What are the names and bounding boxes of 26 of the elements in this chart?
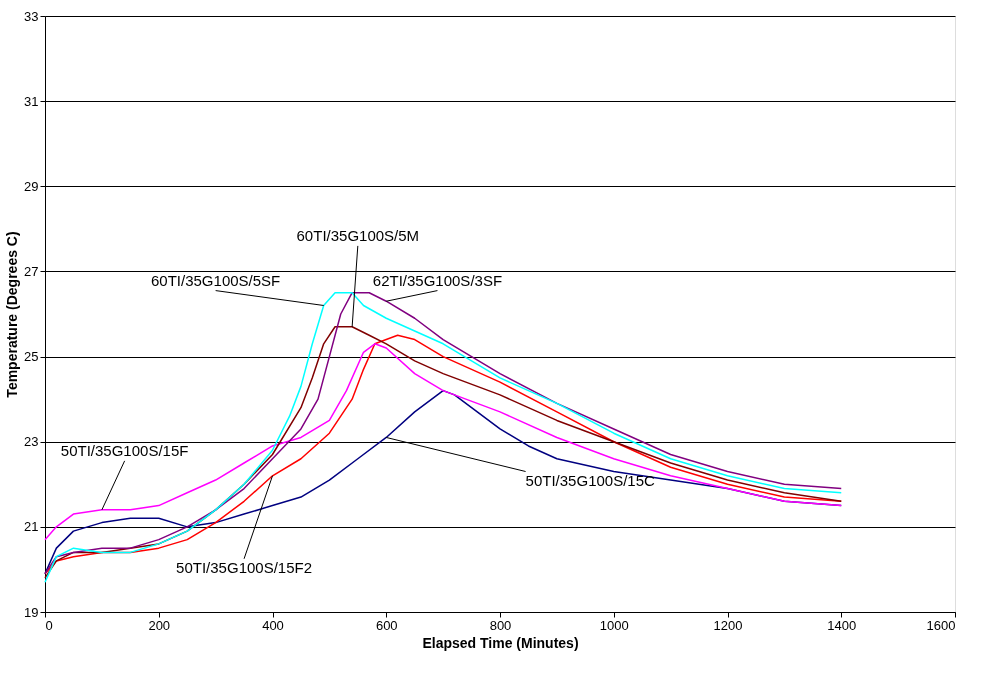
text: 50TI/35G100S/15F	[60, 441, 189, 459]
y-tick-label: 29	[24, 178, 39, 194]
x-tick-label: 400	[262, 617, 284, 633]
x-tick-label: 1000	[599, 617, 629, 633]
x-axis-title: Elapsed Time (Minutes)	[422, 634, 579, 651]
text: 60TI/35G100S/5SF	[151, 271, 281, 289]
x-tick-label: 1600	[926, 617, 956, 633]
y-tick-label: 33	[24, 8, 39, 24]
line-series	[44, 343, 842, 541]
x-tick-label: 1400	[827, 617, 857, 633]
x-tick-label: 1200	[713, 617, 743, 633]
text: 60TI/35G100S/5M	[296, 226, 420, 244]
y-tick-label: 27	[24, 263, 39, 279]
series-label: 50TI/35G100S/15F2	[176, 558, 313, 576]
y-tick-label: 25	[24, 349, 39, 365]
x-tick-label: 800	[489, 617, 512, 633]
y-tick-label: 21	[24, 519, 39, 535]
series-label: 62TI/35G100S/3SF	[372, 271, 503, 289]
y-axis-title: Temperature (Degrees C)	[4, 231, 21, 398]
y-tick-label: 19	[24, 604, 39, 620]
y-tick-label: 31	[24, 93, 39, 109]
x-tick-label: 200	[148, 617, 171, 633]
y-tick-label: 23	[24, 434, 39, 450]
x-tick-label: 0	[45, 617, 53, 633]
series-label: 50TI/35G100S/15C	[525, 471, 656, 489]
x-tick-label: 600	[375, 617, 398, 633]
